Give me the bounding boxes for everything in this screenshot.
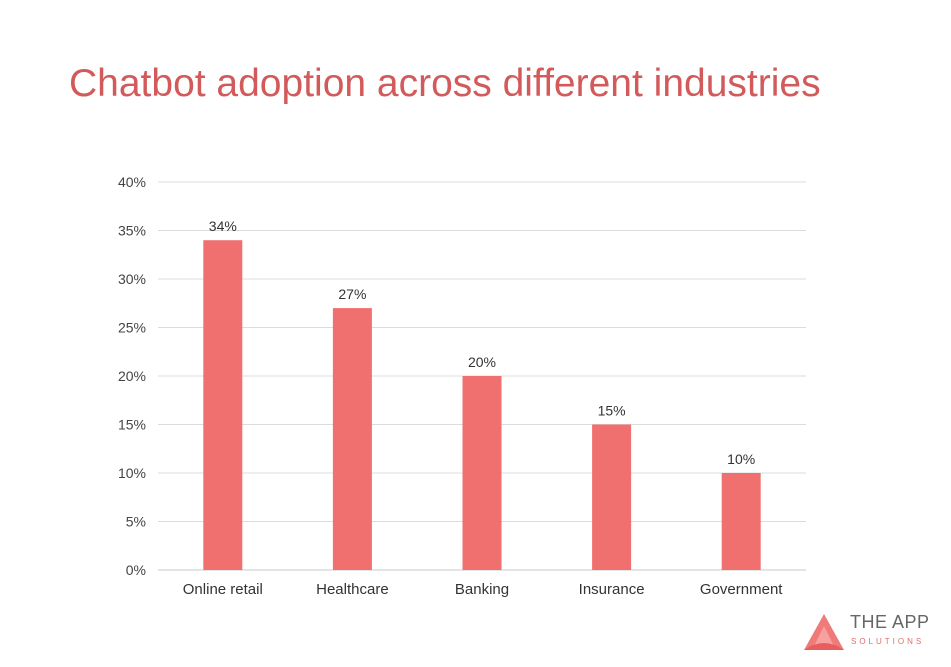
bar bbox=[462, 376, 502, 570]
y-tick-label: 35% bbox=[118, 223, 146, 239]
bar bbox=[203, 240, 243, 570]
logo-triangle-icon bbox=[804, 614, 844, 650]
bar bbox=[721, 473, 761, 570]
x-category-label: Government bbox=[700, 581, 783, 598]
company-logo: THE APP SOLUTIONS bbox=[802, 610, 942, 654]
data-label: 34% bbox=[209, 218, 237, 234]
data-labels: 34% 27% 20% 15% 10% bbox=[209, 218, 755, 467]
y-tick-label: 15% bbox=[118, 417, 146, 433]
y-tick-label: 0% bbox=[126, 562, 146, 578]
y-tick-label: 5% bbox=[126, 514, 146, 530]
y-tick-label: 30% bbox=[118, 271, 146, 287]
data-label: 27% bbox=[338, 286, 366, 302]
x-axis-categories: Online retail Healthcare Banking Insurance G… bbox=[183, 581, 784, 598]
y-tick-label: 25% bbox=[118, 320, 146, 336]
x-category-label: Insurance bbox=[579, 581, 645, 598]
x-category-label: Banking bbox=[455, 581, 509, 598]
x-category-label: Healthcare bbox=[316, 581, 389, 598]
chart-title: Chatbot adoption across different indust… bbox=[69, 62, 821, 105]
logo-name: THE APP bbox=[850, 612, 930, 632]
y-tick-label: 20% bbox=[118, 368, 146, 384]
logo-tagline: SOLUTIONS bbox=[851, 637, 925, 646]
y-tick-label: 10% bbox=[118, 465, 146, 481]
data-label: 20% bbox=[468, 354, 496, 370]
bar bbox=[332, 308, 372, 570]
data-label: 10% bbox=[727, 451, 755, 467]
data-label: 15% bbox=[598, 403, 626, 419]
y-tick-label: 40% bbox=[118, 174, 146, 190]
bar bbox=[592, 424, 632, 570]
bars bbox=[203, 240, 761, 570]
x-category-label: Online retail bbox=[183, 581, 263, 598]
y-axis-ticks: 0% 5% 10% 15% 20% 25% 30% 35% 40% bbox=[118, 174, 146, 578]
